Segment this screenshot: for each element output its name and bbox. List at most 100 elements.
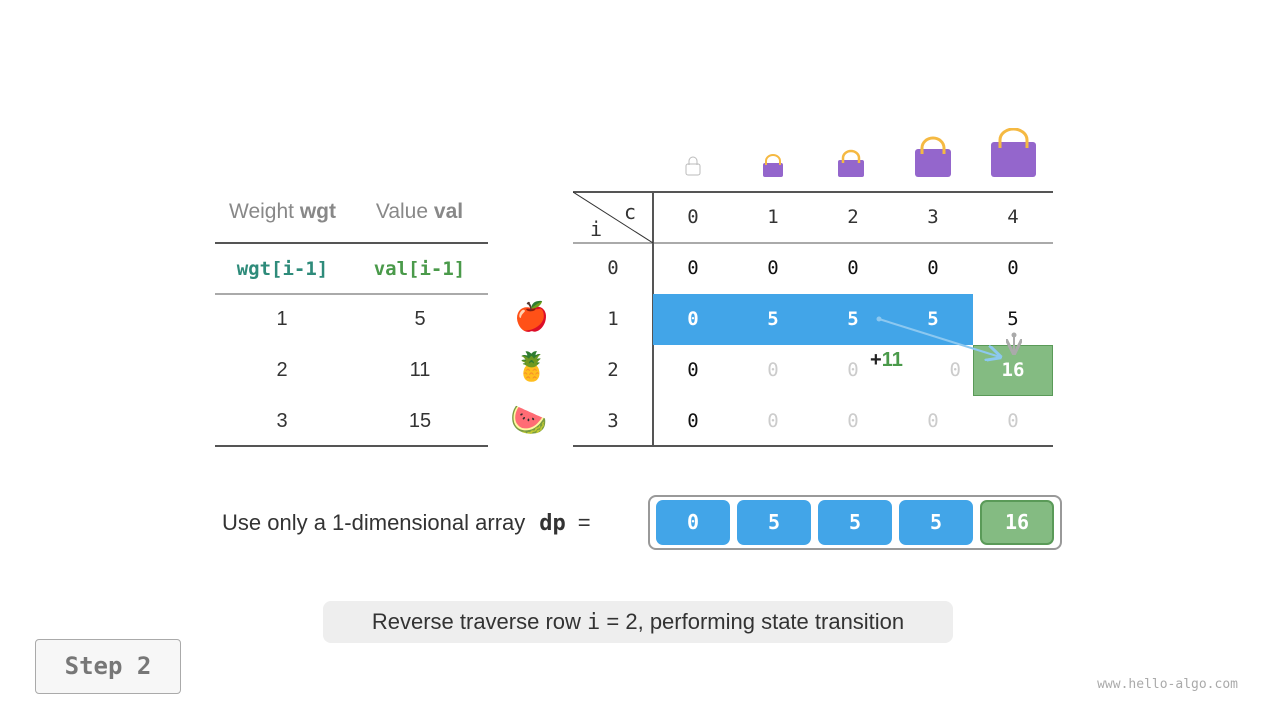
dp-cell: 0 — [653, 396, 733, 447]
col-header: 4 — [973, 192, 1053, 243]
row-header: 0 — [573, 243, 653, 294]
weight-cell: 3 — [217, 410, 347, 433]
dp-cell-text: 5 — [767, 308, 779, 330]
row-header-text: 3 — [607, 410, 619, 432]
weight-header-var: wgt — [299, 200, 336, 223]
divider — [215, 242, 488, 244]
col-header: 3 — [893, 192, 973, 243]
dp-cell: 0 — [653, 243, 733, 294]
apple-icon: 🍎 — [514, 301, 549, 332]
dp-cell-text: 0 — [687, 308, 699, 330]
dp-cell: 5 — [893, 294, 973, 345]
array-cell: 5 — [818, 500, 892, 545]
col-header: 2 — [813, 192, 893, 243]
dp-cell: 0 — [653, 345, 733, 396]
value-cell-text: 15 — [408, 410, 432, 432]
weight-cell-text: 2 — [276, 359, 288, 381]
val-subheader: val[i-1] — [373, 258, 466, 280]
dp-cell: 0 — [893, 243, 973, 294]
divider — [215, 445, 488, 447]
dp-cell-text: 16 — [1001, 359, 1025, 381]
row-header: 3 — [573, 396, 653, 447]
dp-cell: 5 — [733, 294, 813, 345]
value-cell-text: 5 — [414, 308, 426, 330]
col-header: 0 — [653, 192, 733, 243]
dp-cell-text: 0 — [949, 359, 961, 381]
dp-cell-text: 0 — [927, 410, 939, 432]
row-header-text: 2 — [607, 359, 619, 381]
pineapple-icon: 🍍 — [514, 351, 549, 382]
corner-i: i — [590, 217, 603, 241]
dp-cell: 0 — [813, 243, 893, 294]
dp-cell-text: 0 — [1007, 257, 1019, 279]
weight-header-label: Weight — [229, 200, 300, 223]
caption-code: i — [587, 610, 601, 635]
array-cell: 5 — [899, 500, 973, 545]
dp-cell-text: 0 — [847, 359, 859, 381]
value-cell: 11 — [355, 359, 485, 382]
empty-bag-icon — [685, 156, 701, 176]
caption: Reverse traverse row i = 2, performing s… — [323, 601, 953, 643]
dp-cell-text: 0 — [927, 257, 939, 279]
value-header-label: Value — [375, 200, 434, 223]
dp-cell: 0 — [893, 396, 973, 447]
step-button[interactable]: Step 2 — [35, 639, 181, 694]
equals-sign: = — [577, 510, 591, 535]
caption-text: Reverse traverse row — [371, 609, 588, 634]
array-name: dp — [539, 511, 566, 536]
dp-cell-text: 5 — [927, 308, 939, 330]
bag-icon — [915, 136, 951, 177]
dp-cell: 0 — [813, 345, 893, 396]
dp-cell-text: 0 — [687, 257, 699, 279]
bag-icon — [838, 149, 864, 177]
dp-cell: 0 — [733, 243, 813, 294]
corner-c: c — [624, 200, 637, 224]
dp-cell-text: 5 — [847, 308, 859, 330]
dp-cell: 0 — [813, 396, 893, 447]
watermelon-icon: 🍉 — [510, 404, 548, 437]
dp-cell: 0 — [973, 243, 1053, 294]
dp-cell: 16 — [973, 345, 1053, 396]
dp-cell-text: 0 — [687, 359, 699, 381]
weight-header: Weight wgt — [215, 200, 350, 224]
watermark: www.hello-algo.com — [1097, 677, 1238, 692]
divider — [573, 242, 1053, 244]
dp-cell: 0 — [653, 294, 733, 345]
bag-icons — [685, 128, 1036, 177]
bag-icon — [763, 154, 783, 177]
value-cell-text: 11 — [409, 359, 431, 381]
row-header: 1 — [573, 294, 653, 345]
array-cell: 0 — [656, 500, 730, 545]
col-header: 1 — [733, 192, 813, 243]
value-cell: 5 — [355, 308, 485, 331]
dp-cell-text: 0 — [767, 257, 779, 279]
value-annotation: +11 — [870, 349, 903, 372]
col-header-text: 2 — [847, 206, 859, 228]
divider — [573, 445, 1053, 447]
dp-cell-text: 0 — [1007, 410, 1019, 432]
divider — [215, 293, 488, 295]
value-header: Value val — [352, 200, 487, 224]
col-header-text: 3 — [927, 206, 939, 228]
weight-cell-text: 3 — [276, 410, 288, 432]
dp-cell-text: 0 — [687, 410, 699, 432]
dp-cell: 0 — [733, 345, 813, 396]
bag-icon — [991, 128, 1036, 177]
dp-cell: 5 — [813, 294, 893, 345]
dp-cell-text: 0 — [847, 410, 859, 432]
value-cell: 15 — [355, 410, 485, 433]
weight-cell-text: 1 — [276, 308, 288, 330]
array-label: Use only a 1-dimensional array dp = — [222, 510, 591, 536]
array-cell: 16 — [980, 500, 1054, 545]
weight-cell: 2 — [217, 359, 347, 382]
array-label-text: Use only a 1-dimensional array — [222, 510, 526, 535]
array-cell: 5 — [737, 500, 811, 545]
col-header-text: 0 — [687, 206, 699, 228]
col-header-text: 1 — [767, 206, 779, 228]
dp-cell-text: 0 — [767, 359, 779, 381]
row-header: 2 — [573, 345, 653, 396]
row-header-text: 0 — [607, 257, 619, 279]
dp-cell-text: 0 — [847, 257, 859, 279]
added-value: 11 — [881, 349, 903, 371]
wgt-subheader: wgt[i-1] — [236, 258, 329, 280]
